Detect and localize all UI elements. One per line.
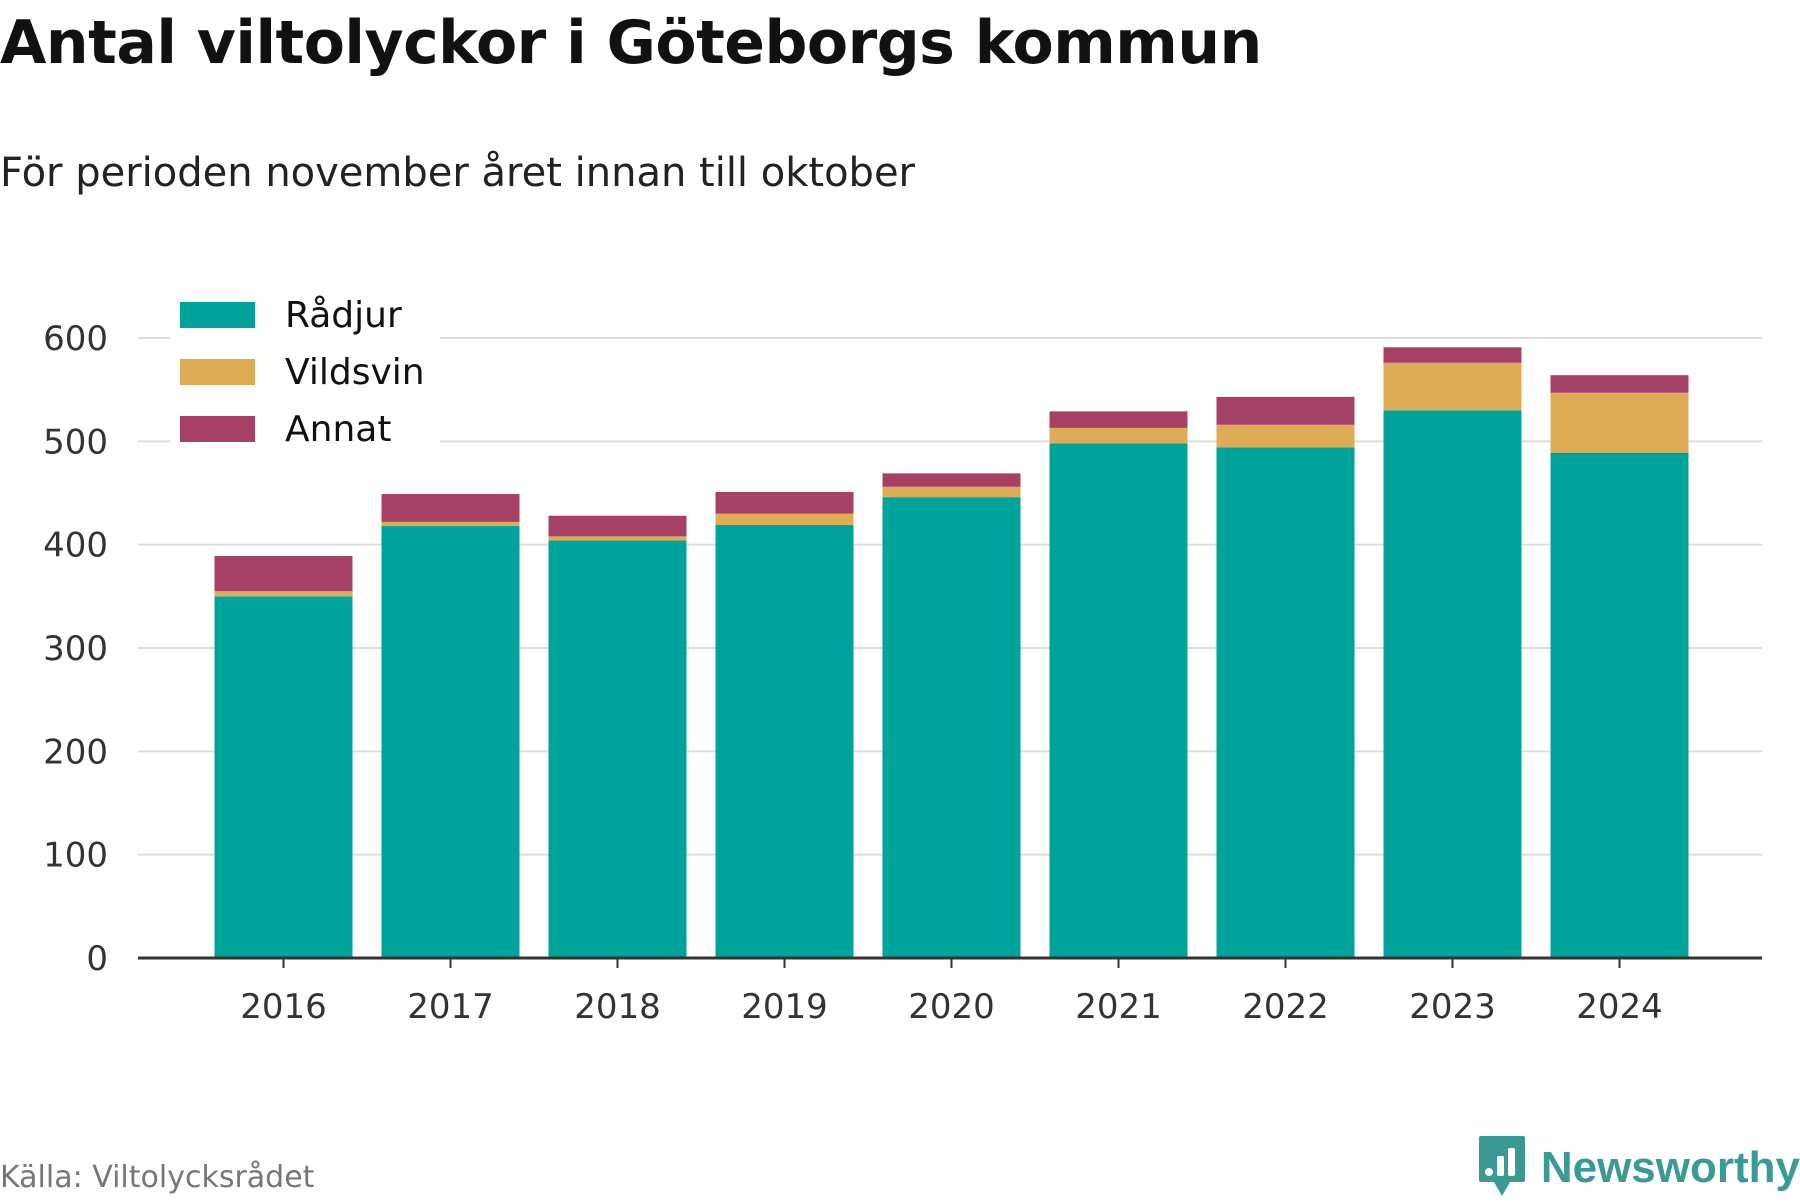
bar-segment-radjur (1550, 452, 1689, 958)
bar-segment-annat (381, 494, 520, 522)
source-note: Källa: Viltolycksrådet (0, 1160, 315, 1195)
legend-swatch (180, 359, 255, 385)
legend-swatch (180, 302, 255, 328)
bar-segment-annat (882, 473, 1021, 487)
bar-segment-vildsvin (214, 591, 353, 597)
bar-segment-vildsvin (1049, 427, 1188, 444)
bar-segment-vildsvin (1216, 424, 1355, 448)
legend: Rådjur Vildsvin Annat (170, 290, 440, 450)
chart-title: Antal viltolyckor i Göteborgs kommun (0, 8, 1262, 78)
y-tick-label: 100 (43, 836, 108, 876)
bar-segment-radjur (1049, 443, 1188, 958)
bar-segment-vildsvin (1550, 392, 1689, 453)
bar-segment-annat (1216, 396, 1355, 425)
axes: 0 100 200 300 400 500 600 2016 2017 2018 2019 2020 2… (43, 319, 1762, 1027)
legend-label: Rådjur (285, 295, 402, 336)
bar-segment-radjur (1383, 410, 1522, 958)
chart-subtitle: För perioden november året innan till ok… (0, 150, 915, 196)
x-tick-label: 2019 (741, 987, 828, 1027)
y-tick-label: 400 (43, 526, 108, 566)
stacked-bar-chart: 0 100 200 300 400 500 600 2016 2017 2018 2019 2020 2… (43, 290, 1762, 1027)
bar-segment-annat (1049, 411, 1188, 428)
y-tick-label: 300 (43, 629, 108, 669)
bars (214, 347, 1689, 958)
x-tick-label: 2018 (574, 987, 661, 1027)
bar-segment-annat (548, 515, 687, 537)
x-tick-label: 2023 (1409, 987, 1496, 1027)
legend-label: Vildsvin (285, 352, 425, 393)
bar-segment-annat (214, 556, 353, 592)
bar-segment-radjur (1216, 447, 1355, 958)
bar-segment-radjur (381, 526, 520, 958)
bar-segment-radjur (548, 540, 687, 958)
x-tick-label: 2016 (240, 987, 327, 1027)
x-tick-label: 2021 (1075, 987, 1162, 1027)
brand-name: Newsworthy (1540, 1143, 1800, 1192)
bar-segment-vildsvin (882, 486, 1021, 498)
y-tick-label: 200 (43, 732, 108, 772)
x-tick-label: 2022 (1242, 987, 1329, 1027)
bar-segment-annat (1550, 375, 1689, 393)
y-tick-label: 0 (86, 939, 108, 979)
bar-segment-vildsvin (548, 536, 687, 541)
bar-segment-radjur (882, 497, 1021, 958)
bar-segment-annat (1383, 347, 1522, 363)
legend-swatch (180, 416, 255, 442)
y-tick-label: 500 (43, 422, 108, 462)
brand-logo[interactable]: Newsworthy (1477, 1133, 1800, 1203)
bar-segment-vildsvin (715, 513, 854, 526)
bar-chart-pin-icon (1477, 1134, 1527, 1202)
bar-segment-vildsvin (381, 521, 520, 527)
x-tick-label: 2024 (1576, 987, 1663, 1027)
bar-segment-annat (715, 491, 854, 514)
x-tick-label: 2020 (908, 987, 995, 1027)
bar-segment-vildsvin (1383, 362, 1522, 411)
y-tick-label: 600 (43, 319, 108, 359)
bar-segment-radjur (715, 525, 854, 958)
legend-label: Annat (285, 409, 391, 450)
x-tick-label: 2017 (407, 987, 494, 1027)
bar-segment-radjur (214, 596, 353, 958)
